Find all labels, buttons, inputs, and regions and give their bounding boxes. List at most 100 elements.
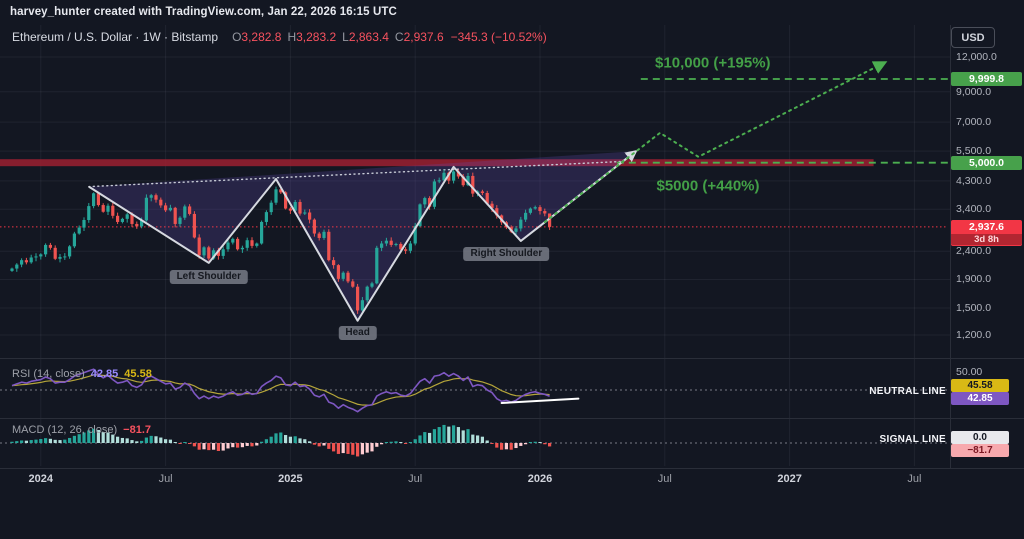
candle-body bbox=[471, 175, 475, 194]
head-and-shoulders-zigzag[interactable] bbox=[88, 149, 638, 322]
candle-body bbox=[380, 243, 384, 248]
macd-title[interactable]: MACD (12, 26, close) bbox=[12, 424, 118, 436]
price-tick-label: 9,000.0 bbox=[956, 85, 992, 98]
macd-value: −81.7 bbox=[123, 424, 151, 436]
price-tick-label: 1,900.0 bbox=[956, 273, 992, 286]
pane-separator[interactable] bbox=[0, 418, 1024, 419]
candle-body bbox=[336, 265, 340, 279]
candle-body bbox=[240, 247, 244, 250]
candle-body bbox=[72, 233, 76, 247]
rsi-value-badge: 42.85 bbox=[951, 392, 1009, 405]
candle-body bbox=[365, 286, 369, 301]
attribution-text: harvey_hunter created with TradingView.c… bbox=[10, 6, 397, 18]
macd-histogram-bar bbox=[514, 443, 518, 449]
candle-body bbox=[356, 286, 360, 311]
candle-body bbox=[461, 176, 465, 186]
candle-body bbox=[101, 205, 105, 212]
pattern-fill bbox=[88, 151, 637, 321]
macd-histogram-bar bbox=[365, 443, 369, 453]
macd-histogram-bar bbox=[519, 443, 523, 446]
macd-histogram-bar bbox=[346, 443, 350, 454]
candle-body bbox=[351, 281, 355, 287]
macd-legend: MACD (12, 26, close) −81.7 bbox=[12, 424, 151, 436]
macd-histogram-bar bbox=[130, 440, 134, 443]
macd-histogram-bar bbox=[461, 430, 465, 443]
price-tick-label: 1,500.0 bbox=[956, 302, 992, 315]
candle-body bbox=[15, 264, 19, 269]
candle-body bbox=[154, 195, 158, 200]
macd-histogram-bar bbox=[231, 443, 235, 448]
time-axis-label: Jul bbox=[907, 473, 922, 485]
macd-histogram-bar bbox=[432, 429, 436, 443]
pane-separator[interactable] bbox=[0, 358, 1024, 359]
candle-body bbox=[135, 223, 139, 227]
open-value: 3,282.8 bbox=[241, 30, 282, 44]
macd-histogram-bar bbox=[341, 443, 345, 454]
candle-body bbox=[543, 211, 547, 214]
currency-toggle-button[interactable]: USD bbox=[951, 27, 995, 48]
candle-body bbox=[317, 233, 321, 238]
time-axis-label: Jul bbox=[657, 473, 672, 485]
macd-histogram-bar bbox=[284, 435, 288, 443]
candle-body bbox=[437, 180, 441, 182]
macd-histogram-bar bbox=[423, 432, 427, 443]
rsi-title[interactable]: RSI (14, close) bbox=[12, 368, 85, 380]
candle-body bbox=[53, 247, 57, 259]
high-label: H bbox=[287, 30, 297, 44]
candle-body bbox=[212, 250, 216, 259]
candle-body bbox=[159, 199, 163, 206]
macd-histogram-bar bbox=[250, 443, 254, 447]
candle-body bbox=[164, 205, 168, 211]
candle-body bbox=[20, 260, 24, 265]
macd-histogram-bar bbox=[389, 441, 393, 443]
macd-value-badge: −81.7 bbox=[951, 444, 1009, 457]
candle-body bbox=[10, 268, 14, 271]
left-shoulder-label[interactable]: Left Shoulder bbox=[169, 269, 249, 284]
macd-histogram-bar bbox=[543, 443, 547, 445]
macd-histogram-bar bbox=[63, 439, 67, 443]
rsi-value: 42.85 bbox=[90, 368, 119, 380]
macd-histogram-bar bbox=[29, 440, 33, 443]
symbol-title[interactable]: Ethereum / U.S. Dollar · 1W · Bitstamp bbox=[12, 30, 219, 44]
candle-body bbox=[341, 272, 345, 279]
candle-body bbox=[533, 207, 537, 209]
close-value: 2,937.6 bbox=[403, 30, 444, 44]
right-shoulder-label[interactable]: Right Shoulder bbox=[463, 246, 550, 261]
macd-histogram-bar bbox=[221, 443, 225, 451]
macd-zero-badge: 0.0 bbox=[951, 431, 1009, 444]
time-axis-label: 2026 bbox=[527, 473, 553, 485]
neutral-line-label: NEUTRAL LINE bbox=[869, 386, 946, 397]
resistance-band[interactable] bbox=[0, 159, 874, 167]
candle-body bbox=[236, 238, 240, 250]
candle-body bbox=[303, 212, 307, 214]
candle-body bbox=[264, 212, 268, 222]
neckline[interactable] bbox=[88, 160, 623, 188]
macd-histogram-bar bbox=[471, 434, 475, 443]
candle-body bbox=[279, 189, 283, 193]
macd-histogram-bar bbox=[384, 442, 388, 443]
macd-histogram-bar bbox=[504, 443, 508, 450]
macd-histogram-bar bbox=[111, 434, 115, 443]
macd-histogram-bar bbox=[456, 427, 460, 443]
price-axis-separator bbox=[950, 25, 951, 468]
candle-body bbox=[116, 215, 120, 222]
macd-histogram-bar bbox=[236, 443, 240, 448]
macd-histogram-bar bbox=[317, 443, 321, 447]
candle-body bbox=[384, 240, 388, 244]
projection-path[interactable] bbox=[543, 61, 888, 223]
head-label[interactable]: Head bbox=[338, 325, 377, 340]
candle-body bbox=[183, 206, 187, 218]
time-axis-label: 2025 bbox=[278, 473, 303, 485]
price-target-lower-label[interactable]: $5000 (+440%) bbox=[656, 177, 760, 195]
price-target-upper-label[interactable]: $10,000 (+195%) bbox=[655, 54, 771, 72]
macd-histogram-bar bbox=[509, 443, 513, 450]
candle-body bbox=[346, 272, 350, 282]
time-axis-separator bbox=[0, 468, 1024, 469]
candle-body bbox=[29, 257, 33, 263]
low-label: L bbox=[342, 30, 349, 44]
price-tick-label: 12,000.0 bbox=[956, 51, 997, 63]
macd-histogram-bar bbox=[399, 442, 403, 443]
rsi-trendline[interactable] bbox=[500, 397, 580, 404]
macd-histogram-bar bbox=[370, 443, 374, 452]
